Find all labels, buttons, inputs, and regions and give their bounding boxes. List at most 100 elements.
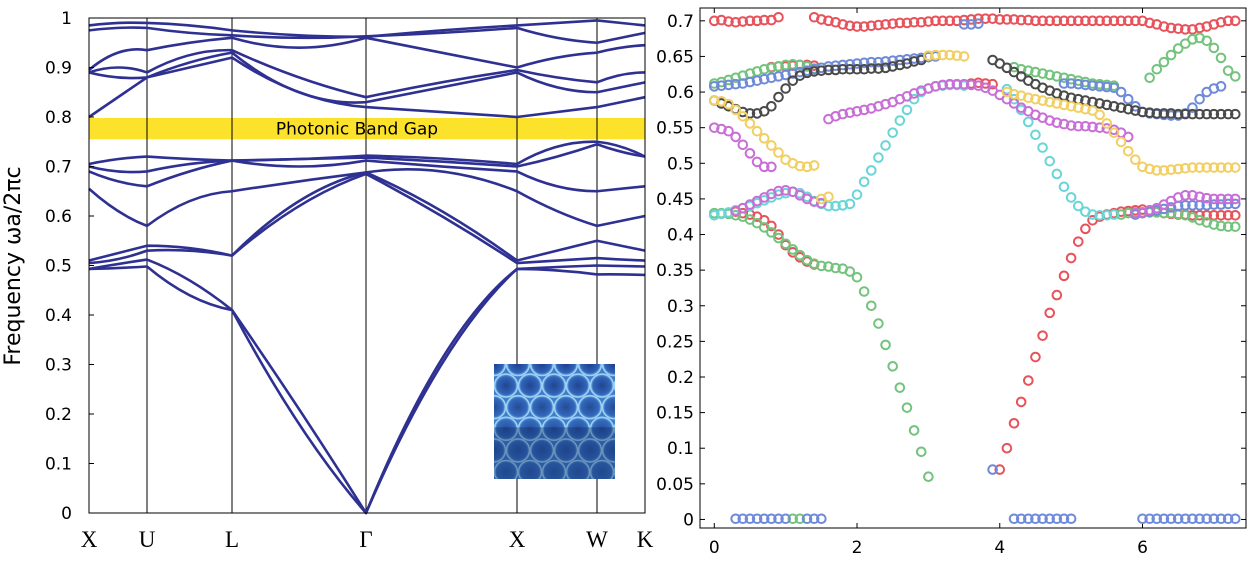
data-point-yellow	[1144, 163, 1155, 175]
data-point-cyan	[794, 187, 806, 199]
data-point-red	[980, 13, 991, 24]
data-point-blue	[737, 513, 749, 525]
photonic-band-gap	[89, 117, 645, 140]
data-point-black	[1130, 105, 1141, 116]
band-11	[88, 48, 646, 99]
data-point-cyan	[1101, 209, 1113, 221]
data-point-green	[808, 258, 820, 270]
data-point-cyan	[1108, 209, 1120, 220]
data-point-blue	[865, 56, 877, 68]
data-point-green	[780, 238, 791, 250]
data-point-green	[708, 78, 720, 89]
data-point-red	[930, 15, 941, 27]
data-point-red	[851, 21, 863, 32]
data-point-yellow	[801, 161, 813, 173]
data-point-red	[994, 14, 1006, 25]
data-point-blue	[1072, 78, 1084, 90]
data-point-black	[994, 58, 1006, 69]
data-point-green	[1208, 219, 1220, 230]
data-point-red	[1115, 206, 1127, 218]
data-point-magenta	[873, 101, 884, 112]
data-point-green	[1229, 221, 1241, 232]
data-point-cyan	[851, 189, 863, 200]
data-point-cyan	[744, 200, 756, 212]
data-point-magenta	[751, 156, 763, 168]
scatter-x-ticks: 0 2 4 6	[709, 8, 1148, 558]
data-point-blue	[894, 54, 906, 66]
data-point-magenta	[1165, 195, 1177, 207]
data-point-red	[730, 16, 741, 28]
data-point-blue	[1165, 202, 1177, 213]
data-point-red	[1030, 15, 1041, 27]
data-point-blue	[723, 79, 734, 91]
data-point-red	[1023, 14, 1034, 26]
data-point-blue	[1215, 513, 1227, 525]
data-point-red	[908, 16, 920, 28]
data-point-cyan	[865, 165, 877, 176]
data-point-blue	[1094, 81, 1105, 92]
data-point-green	[794, 513, 806, 525]
data-point-yellow	[730, 104, 741, 116]
data-point-magenta	[766, 161, 777, 173]
data-point-cyan	[751, 197, 763, 209]
crystal-cell	[494, 364, 507, 377]
data-point-red	[1158, 207, 1170, 219]
data-point-blue	[794, 66, 806, 78]
data-point-cyan	[844, 198, 856, 210]
series-red	[708, 11, 1241, 475]
data-point-blue	[908, 53, 920, 64]
data-point-magenta	[1015, 102, 1027, 114]
data-point-blue	[1165, 110, 1177, 121]
data-point-red	[1172, 23, 1184, 34]
y-tick-label: 0.5	[45, 257, 72, 277]
data-point-red	[1115, 15, 1127, 27]
data-point-magenta	[766, 188, 777, 200]
data-point-yellow	[1051, 98, 1063, 109]
data-point-blue	[758, 513, 770, 525]
data-point-green	[794, 249, 806, 261]
data-point-black	[758, 105, 770, 117]
k-point-label: K	[637, 527, 654, 552]
data-point-magenta	[758, 161, 770, 173]
data-point-green	[1172, 208, 1184, 220]
data-point-green	[1087, 78, 1098, 89]
data-point-magenta	[1172, 192, 1184, 203]
data-point-magenta	[823, 113, 834, 125]
data-point-magenta	[1087, 121, 1098, 133]
data-point-cyan	[1080, 206, 1091, 218]
data-point-cyan	[1051, 168, 1063, 180]
scatter-y-tick-label: 0.25	[656, 332, 694, 352]
band-curves	[88, 19, 646, 515]
crystal-cell	[627, 353, 650, 376]
data-point-green	[773, 61, 784, 72]
data-point-black	[773, 91, 784, 103]
crystal-cell	[505, 364, 531, 377]
data-point-yellow	[1130, 154, 1141, 166]
data-point-cyan	[930, 81, 941, 92]
data-point-red	[1194, 22, 1205, 34]
data-point-blue	[801, 65, 813, 76]
data-point-magenta	[744, 148, 756, 159]
data-point-red	[1051, 289, 1063, 301]
y-tick-label: 0.4	[45, 306, 72, 326]
data-point-yellow	[1201, 162, 1213, 173]
data-point-cyan	[723, 207, 734, 218]
data-point-green	[737, 211, 749, 223]
scatter-y-tick-label: 0	[683, 510, 694, 530]
crystal-cell	[579, 482, 602, 505]
data-point-red	[1215, 209, 1227, 221]
data-point-yellow	[1122, 145, 1134, 157]
data-point-black	[1072, 93, 1084, 105]
data-point-green	[1058, 72, 1070, 84]
data-point-green	[1122, 207, 1134, 219]
data-point-green	[751, 66, 763, 77]
data-point-cyan	[901, 104, 913, 116]
data-point-blue	[965, 19, 977, 30]
crystal-cell	[483, 482, 506, 505]
data-point-magenta	[901, 91, 913, 102]
crystal-cell	[577, 438, 603, 463]
photonic-crystal-inset	[483, 353, 650, 505]
data-point-green	[830, 262, 841, 274]
data-point-red	[1122, 205, 1134, 217]
crystal-cell	[589, 459, 615, 479]
